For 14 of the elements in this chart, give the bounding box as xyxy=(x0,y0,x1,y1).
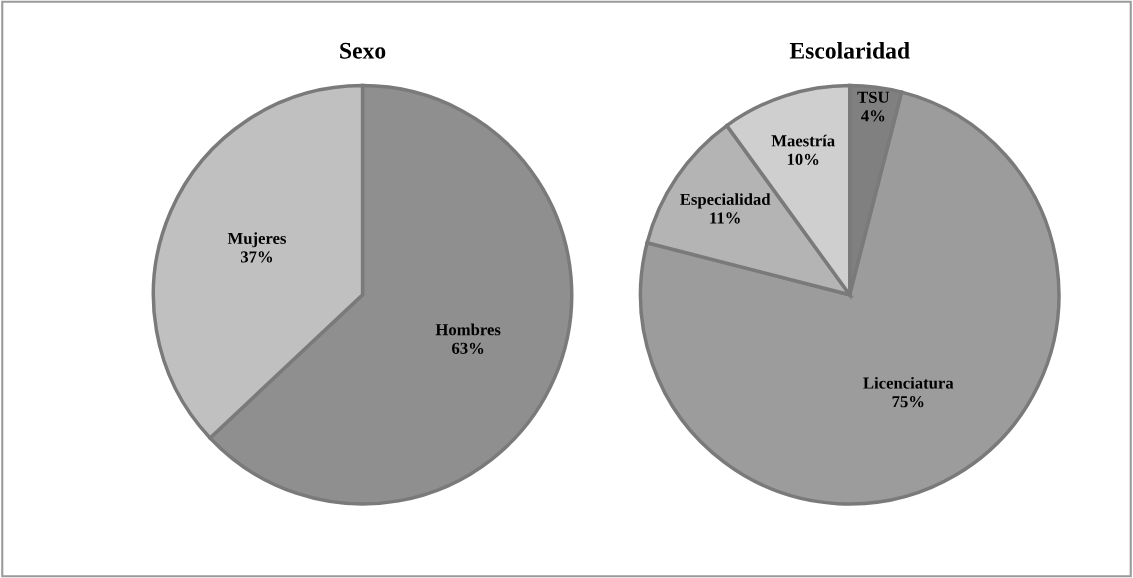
slice-label: Mujeres xyxy=(227,232,287,248)
slice-label: Licenciatura xyxy=(863,376,954,389)
chart-title: Sexo xyxy=(340,42,386,59)
data-label: 37% xyxy=(240,251,273,263)
data-label: 11% xyxy=(710,212,740,224)
chart-title: Escolaridad xyxy=(789,42,910,59)
data-label: 4% xyxy=(861,110,885,122)
data-label: 10% xyxy=(787,153,819,166)
data-label: 63% xyxy=(452,342,484,354)
data-label: 75% xyxy=(892,396,924,408)
slice-label: Hombres xyxy=(435,323,501,336)
slice-label: TSU xyxy=(857,91,890,103)
slice-label: Especialidad xyxy=(680,193,771,209)
slice-label: Maestría xyxy=(771,134,835,147)
